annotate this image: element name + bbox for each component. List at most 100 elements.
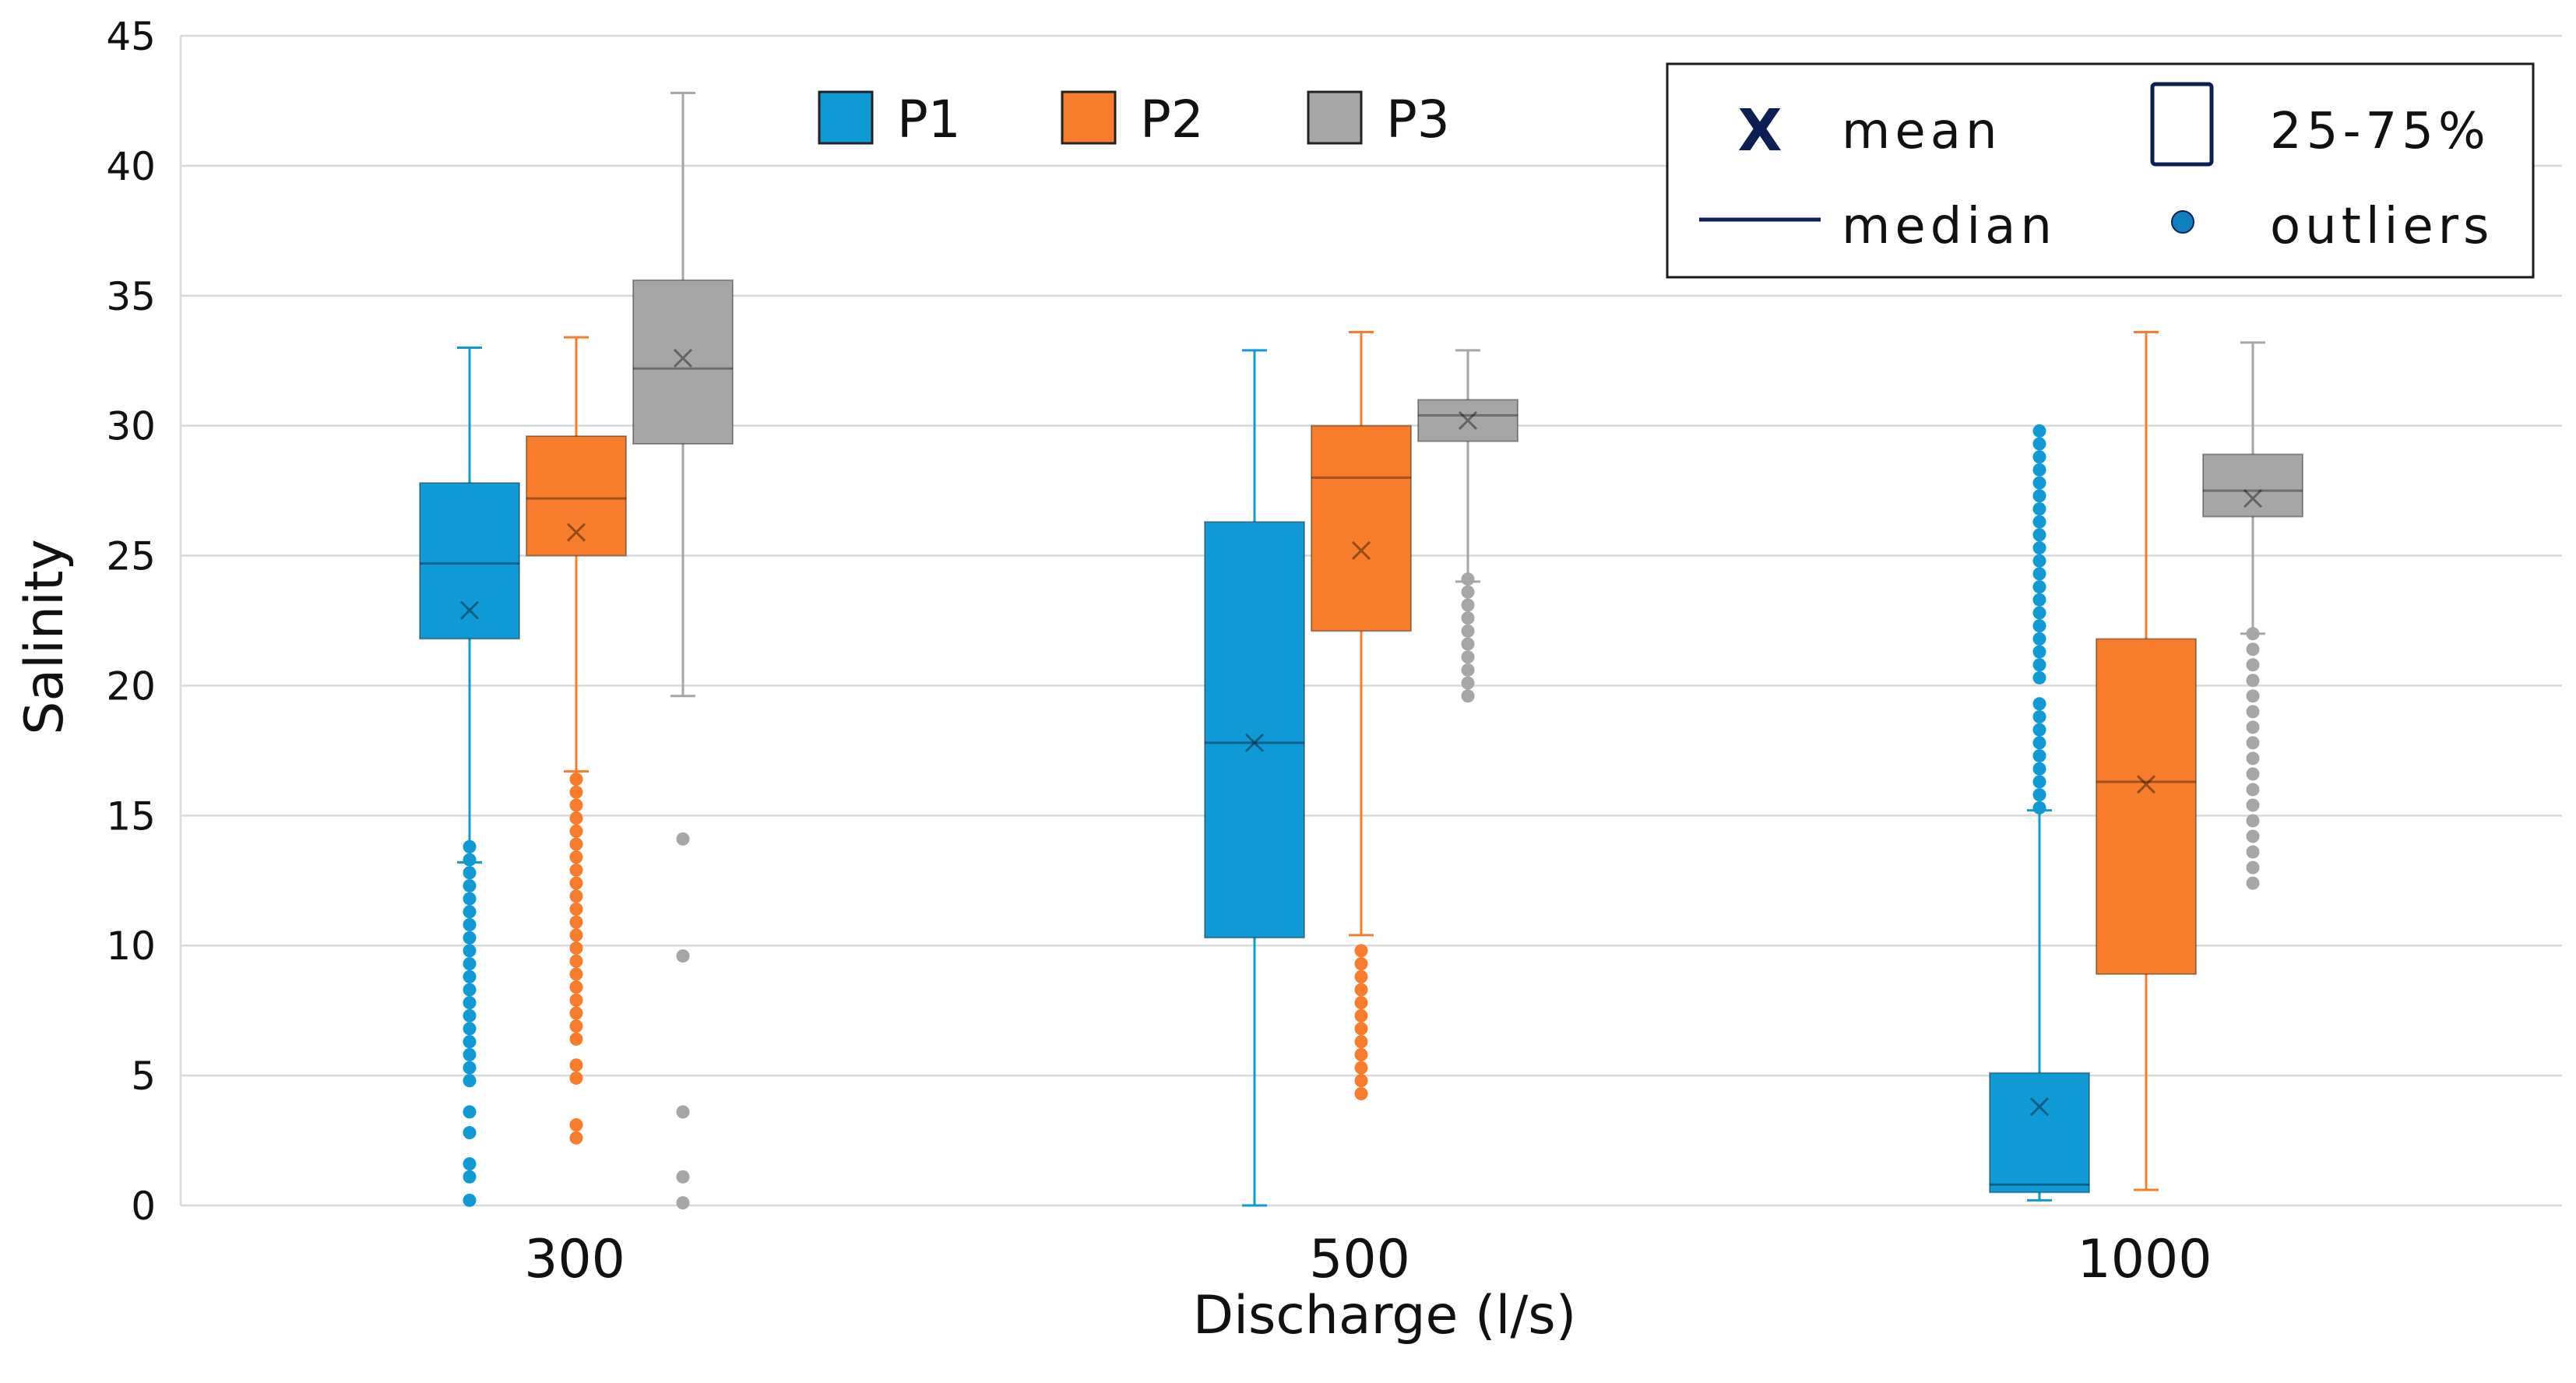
outlier-point — [463, 1022, 477, 1036]
outlier-point — [569, 967, 583, 981]
y-tick-label: 0 — [131, 1184, 156, 1229]
outlier-point — [569, 889, 583, 903]
outlier-point — [2032, 736, 2046, 750]
outlier-point — [569, 837, 583, 851]
iqr-box — [419, 482, 520, 640]
outlier-point — [2032, 658, 2046, 672]
mean-marker — [673, 348, 693, 368]
y-tick-label: 15 — [106, 794, 156, 839]
outlier-point — [1354, 1008, 1368, 1022]
outlier-point — [2032, 709, 2046, 723]
outlier-point — [2032, 463, 2046, 477]
x-tick-label: 300 — [524, 1229, 625, 1290]
x-axis-title: Discharge (l/s) — [1193, 1285, 1577, 1346]
outlier-dot-icon — [2171, 210, 2194, 234]
key-box-label: 25-75% — [2270, 103, 2490, 160]
outlier-point — [569, 876, 583, 890]
series-legend-item-p1: P1 — [818, 90, 961, 150]
outlier-point — [2032, 619, 2046, 633]
mean-marker-icon: X — [1737, 97, 1782, 164]
series-label: P3 — [1386, 90, 1450, 150]
outlier-point — [2032, 476, 2046, 490]
outlier-point — [2032, 567, 2046, 581]
outlier-point — [1354, 1022, 1368, 1036]
outlier-point — [2032, 632, 2046, 646]
outlier-point — [2032, 775, 2046, 789]
outlier-point — [569, 980, 583, 994]
outlier-point — [569, 1118, 583, 1132]
outlier-point — [2246, 751, 2260, 765]
outlier-point — [2032, 670, 2046, 684]
outlier-point — [569, 811, 583, 825]
box-p1-500 — [1204, 349, 1305, 1207]
series-legend-item-p2: P2 — [1061, 90, 1204, 150]
outlier-point — [1461, 650, 1475, 664]
iqr-box — [632, 279, 734, 445]
outlier-point — [1461, 598, 1475, 612]
mean-marker — [1244, 733, 1265, 752]
outlier-point — [2246, 689, 2260, 703]
box-p1-1000 — [1989, 424, 2090, 1202]
outlier-point — [2032, 593, 2046, 607]
outlier-point — [1461, 676, 1475, 690]
outlier-point — [463, 892, 477, 906]
x-tick-label: 1000 — [2077, 1229, 2212, 1290]
x-axis: 300 500 1000 — [524, 1229, 2212, 1290]
outlier-point — [569, 902, 583, 916]
iqr-box — [1311, 424, 1412, 632]
outlier-point — [2032, 437, 2046, 451]
outlier-point — [2246, 814, 2260, 828]
outlier-point — [463, 996, 477, 1010]
outlier-point — [463, 839, 477, 853]
y-tick-label: 45 — [106, 14, 156, 59]
outlier-point — [569, 928, 583, 942]
outlier-point — [2032, 645, 2046, 659]
outlier-point — [2246, 736, 2260, 750]
outlier-point — [463, 957, 477, 971]
outlier-point — [463, 1170, 477, 1184]
key-median-label: median — [1842, 198, 2057, 255]
outlier-point — [2032, 515, 2046, 529]
outlier-point — [2246, 642, 2260, 656]
outlier-point — [569, 1058, 583, 1072]
key-legend: X mean 25-75% median outliers — [1666, 62, 2535, 279]
box-p1-300 — [419, 347, 520, 1207]
outlier-point — [569, 1032, 583, 1046]
y-tick-label: 35 — [106, 274, 156, 319]
outlier-point — [1354, 1047, 1368, 1061]
outlier-point — [2032, 580, 2046, 594]
outlier-point — [463, 1008, 477, 1022]
plot-area — [419, 91, 2303, 1210]
outlier-point — [1354, 996, 1368, 1010]
series-legend: P1 P2 P3 — [818, 90, 1450, 150]
outlier-point — [569, 1006, 583, 1020]
outlier-point — [2246, 720, 2260, 734]
outlier-point — [2246, 627, 2260, 641]
outlier-point — [2032, 606, 2046, 620]
outlier-point — [2032, 788, 2046, 802]
outlier-point — [569, 772, 583, 787]
outlier-point — [1461, 611, 1475, 625]
series-swatch — [818, 90, 874, 145]
outlier-point — [569, 1019, 583, 1033]
outlier-point — [2032, 424, 2046, 438]
outlier-point — [2246, 783, 2260, 797]
series-swatch — [1307, 90, 1363, 145]
mean-marker — [2029, 1097, 2050, 1117]
outlier-point — [463, 970, 477, 984]
outlier-point — [463, 944, 477, 958]
outlier-point — [569, 785, 583, 799]
outlier-point — [569, 863, 583, 877]
y-tick-label: 30 — [106, 404, 156, 449]
box-p3-1000 — [2202, 341, 2303, 890]
outlier-point — [2246, 705, 2260, 719]
outlier-point — [569, 1071, 583, 1085]
iqr-box — [2096, 638, 2197, 975]
y-tick-label: 20 — [106, 663, 156, 709]
iqr-box — [1989, 1072, 2090, 1194]
key-legend-frame — [1666, 62, 2535, 279]
outlier-point — [463, 1126, 477, 1140]
y-axis-title: Salinity — [14, 539, 76, 735]
outlier-point — [463, 1193, 477, 1207]
